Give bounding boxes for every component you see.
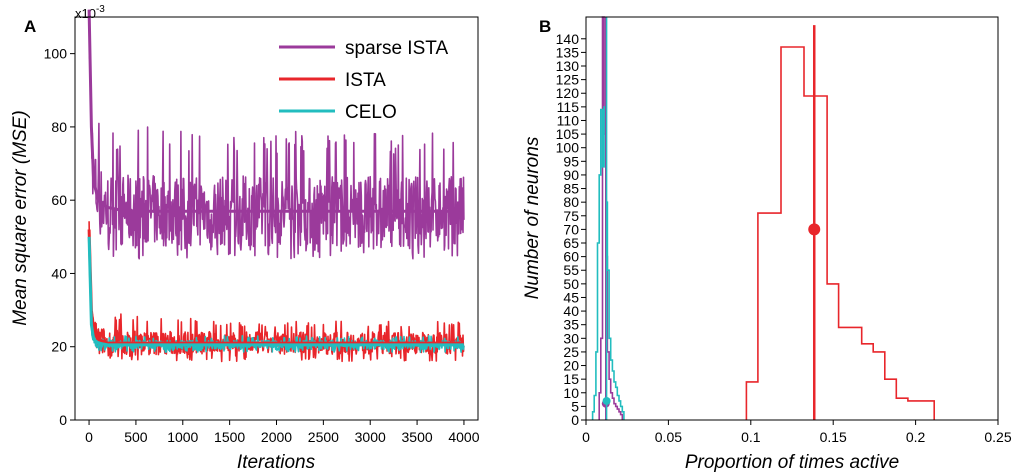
y-tick-label: 40: [563, 303, 579, 319]
y-tick-label: 130: [556, 58, 580, 74]
x-tick-label: 4000: [448, 429, 479, 445]
panel-b-y-axis-label: Number of neurons: [522, 136, 543, 299]
series-trace-celo: [88, 238, 465, 353]
x-tick-label: 0.1: [741, 429, 761, 445]
y-tick-label: 40: [51, 265, 67, 281]
y-tick-label: 20: [563, 358, 579, 374]
panel-b-frame: [585, 16, 999, 421]
legend-label-celo: CELO: [345, 102, 397, 123]
y-tick-label: 65: [563, 235, 579, 251]
x-tick-label: 1500: [214, 429, 245, 445]
y-tick-label: 100: [44, 46, 68, 62]
panel-a-x-ticks: 0 500 1000 1500 2000 2500 3000 3500 4000: [85, 420, 480, 445]
panel-a-series-lines: [87, 9, 464, 347]
panel-b-histograms: [591, 16, 935, 420]
y-tick-label: 85: [563, 181, 579, 197]
y-tick-label: 115: [557, 99, 580, 115]
y-tick-label: 125: [556, 72, 580, 88]
y-tick-label: 110: [557, 112, 580, 128]
y-tick-label: 45: [563, 289, 579, 305]
x-tick-label: 1000: [167, 429, 198, 445]
y-tick-label: 60: [563, 249, 579, 265]
y-tick-label: 100: [556, 140, 580, 156]
x-tick-label: 500: [124, 429, 148, 445]
y-tick-label: 5: [571, 398, 579, 414]
mean-marker-ista: [808, 223, 821, 236]
x-tick-label: 0.15: [820, 429, 847, 445]
panel-b-x-axis-label: Proportion of times active: [685, 452, 899, 472]
panel-a-x-axis-label: Iterations: [237, 452, 316, 472]
panel-b-mean-markers: [601, 17, 821, 420]
y-tick-label: 0: [571, 412, 579, 428]
x-tick-label: 0.2: [906, 429, 926, 445]
x-tick-label: 2500: [308, 429, 339, 445]
x-tick-label: 0: [85, 429, 93, 445]
histogram-ista: [745, 46, 935, 420]
y-tick-label: 60: [51, 192, 67, 208]
y-tick-label: 35: [563, 317, 579, 333]
y-tick-label: 0: [59, 412, 67, 428]
panel-a-label: A: [24, 17, 36, 36]
panel-a-y-ticks: 0 20 40 60 80 100: [44, 46, 75, 428]
series-line-celo: [87, 236, 464, 347]
legend-label-ista: ISTA: [345, 70, 386, 91]
x-tick-label: 3000: [355, 429, 386, 445]
panel-b-y-ticks: 0510152025303540455055606570758085909510…: [556, 31, 586, 428]
y-tick-label: 140: [556, 31, 580, 47]
series-trace-sparse-ista: [88, 9, 465, 260]
panel-b-x-ticks: 0 0.05 0.1 0.15 0.2 0.25: [582, 420, 1012, 445]
y-tick-label: 75: [563, 208, 579, 224]
x-tick-label: 0: [582, 429, 590, 445]
panel-a-series-bands: [88, 9, 465, 363]
panel-a-y-axis-label: Mean square error (MSE): [10, 110, 31, 325]
y-tick-label: 120: [556, 85, 580, 101]
y-tick-label: 10: [563, 385, 579, 401]
y-tick-label: 80: [563, 194, 579, 210]
y-tick-label: 95: [563, 153, 579, 169]
y-tick-label: 25: [563, 344, 579, 360]
legend-label-sparse-ista: sparse ISTA: [345, 38, 448, 59]
x-tick-label: 0.05: [655, 429, 682, 445]
y-tick-label: 135: [556, 44, 580, 60]
panel-a-mse-over-iterations: A x10-3 0 500 1000 1500 2000 2500 3000 3500 4000…: [10, 4, 480, 472]
y-tick-label: 105: [556, 126, 580, 142]
panel-b-label: B: [539, 17, 551, 36]
panel-b-activity-histogram: B 0 0.05 0.1 0.15 0.2 0.25 051015202530354045…: [522, 16, 1012, 472]
y-tick-label: 55: [563, 262, 579, 278]
y-tick-label: 50: [563, 276, 579, 292]
series-line-sparse-ista: [87, 9, 464, 213]
series-line-ista: [87, 229, 464, 345]
x-tick-label: 2000: [261, 429, 292, 445]
mean-marker-celo: [602, 396, 611, 405]
y-tick-label: 90: [563, 167, 579, 183]
y-tick-label: 15: [563, 371, 579, 387]
y-tick-label: 80: [51, 119, 67, 135]
y-tick-label: 30: [563, 330, 579, 346]
histogram-celo: [591, 106, 625, 420]
y-tick-label: 70: [563, 221, 579, 237]
y-tick-label: 20: [51, 339, 67, 355]
panel-a-legend: sparse ISTA ISTA CELO: [279, 38, 448, 123]
x-tick-label: 3500: [402, 429, 433, 445]
histogram-sparse-ista: [598, 16, 624, 420]
x-tick-label: 0.25: [984, 429, 1011, 445]
